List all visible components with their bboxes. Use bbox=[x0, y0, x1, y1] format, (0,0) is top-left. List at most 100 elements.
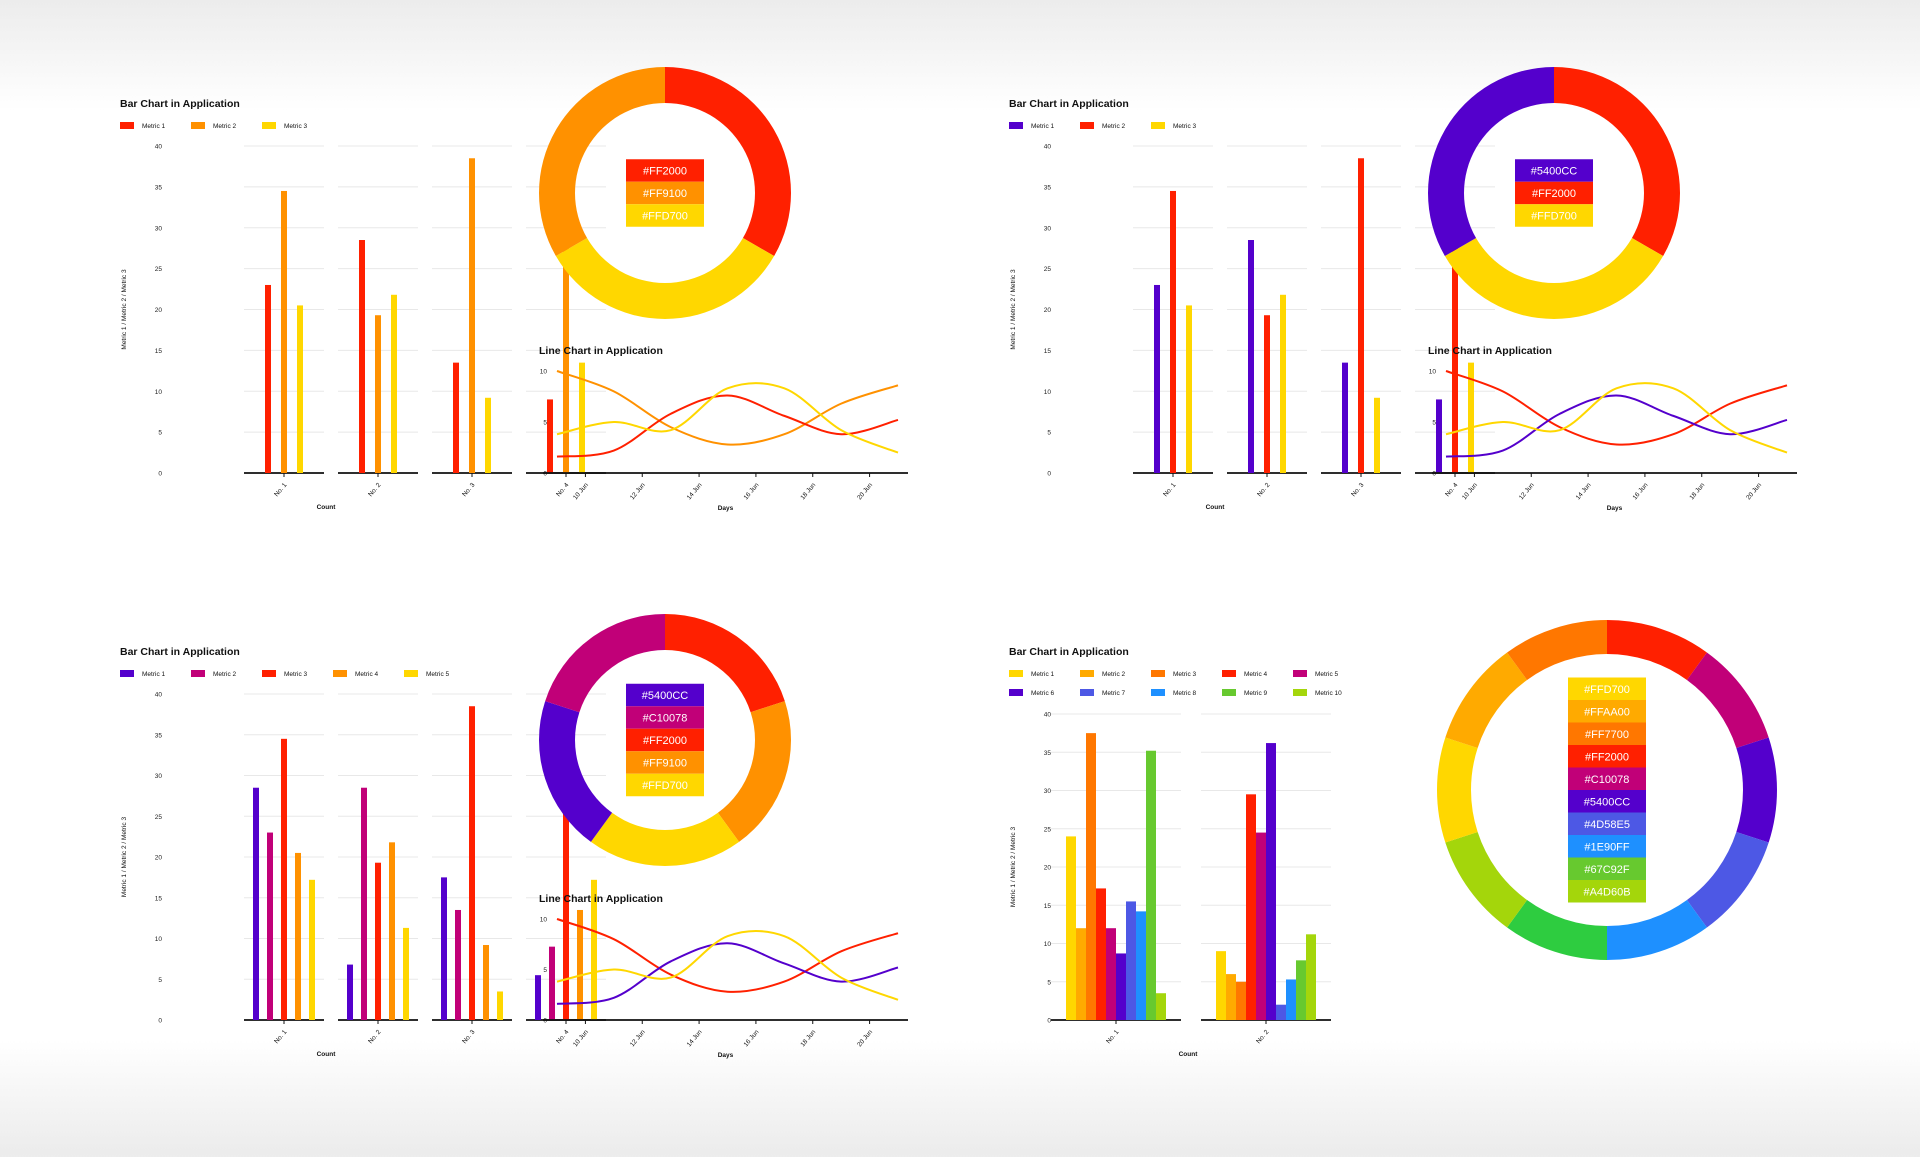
legend-color-swatch bbox=[1568, 677, 1646, 700]
x-tick-label: No. 1 bbox=[1162, 481, 1178, 498]
x-axis-label: Days bbox=[718, 505, 734, 512]
x-tick-label: No. 4 bbox=[555, 481, 571, 498]
bar bbox=[549, 946, 555, 1020]
bar bbox=[265, 284, 271, 473]
color-code-label: #5400CC bbox=[1531, 166, 1578, 178]
bar bbox=[1280, 294, 1286, 473]
bar bbox=[1136, 911, 1146, 1020]
x-tick-label: 12 Jun bbox=[629, 482, 647, 502]
color-code-label: #4D58E5 bbox=[1584, 819, 1630, 831]
y-tick-label: 5 bbox=[1047, 430, 1051, 437]
y-tick-label: 30 bbox=[1044, 788, 1052, 795]
y-tick-label: 5 bbox=[158, 977, 162, 984]
legend-label: Metric 4 bbox=[1244, 671, 1268, 678]
donut-slice bbox=[1554, 67, 1680, 256]
line-chart-title: Line Chart in Application bbox=[1428, 345, 1552, 357]
legend-label: Metric 10 bbox=[1315, 690, 1342, 697]
x-tick-label: No. 2 bbox=[1256, 481, 1272, 498]
legend-color-swatch bbox=[1515, 181, 1593, 205]
bar bbox=[1076, 928, 1086, 1020]
y-tick-label: 20 bbox=[1044, 865, 1052, 872]
color-code-label: #FF2000 bbox=[643, 166, 687, 178]
legend-label: Metric 3 bbox=[284, 123, 308, 130]
donut-slice bbox=[1607, 900, 1707, 960]
donut-slice bbox=[1444, 238, 1664, 319]
legend-swatch bbox=[1151, 689, 1165, 696]
line-series bbox=[556, 370, 899, 446]
x-tick-label: 10 Jun bbox=[572, 482, 590, 502]
bar bbox=[469, 158, 475, 473]
bar bbox=[281, 738, 287, 1020]
legend-color-swatch bbox=[1515, 204, 1593, 227]
legend-swatch bbox=[1151, 122, 1165, 129]
color-code-label: #FFD700 bbox=[1531, 211, 1577, 223]
legend-label: Metric 2 bbox=[213, 123, 237, 130]
y-tick-label: 5 bbox=[1432, 420, 1436, 427]
bar bbox=[1116, 953, 1126, 1020]
legend-color-swatch bbox=[1568, 745, 1646, 768]
bar bbox=[1156, 993, 1166, 1020]
legend-swatch bbox=[191, 122, 205, 129]
y-axis-label: Metric 1 / Metric 2 / Metric 3 bbox=[121, 269, 128, 350]
donut-slice bbox=[1607, 620, 1707, 680]
bar bbox=[1096, 888, 1106, 1020]
legend-label: Metric 1 bbox=[1031, 671, 1055, 678]
bar-chart-title: Bar Chart in Application bbox=[120, 646, 240, 658]
donut-slice bbox=[1507, 620, 1607, 680]
y-tick-label: 0 bbox=[158, 1018, 162, 1025]
legend-color-swatch bbox=[1568, 812, 1646, 835]
color-code-label: #1E90FF bbox=[1584, 841, 1630, 853]
color-code-label: #FF2000 bbox=[1532, 188, 1576, 200]
x-tick-label: 14 Jun bbox=[686, 482, 704, 502]
x-tick-label: 20 Jun bbox=[856, 482, 874, 502]
line-chart: Line Chart in Application 0 5 10 10 Jun 12 Ju… bbox=[539, 345, 908, 512]
legend-color-swatch bbox=[626, 751, 704, 774]
bar bbox=[297, 305, 303, 473]
legend-swatch bbox=[120, 670, 134, 677]
line-series bbox=[556, 929, 899, 1001]
legend-label: Metric 6 bbox=[1031, 690, 1055, 697]
y-tick-label: 0 bbox=[1432, 471, 1436, 478]
x-tick-label: 18 Jun bbox=[1688, 482, 1706, 502]
donut-chart: #5400CC #FF2000 #FFD700 bbox=[1428, 67, 1680, 319]
donut-slice bbox=[539, 67, 665, 256]
donut-slice bbox=[1686, 652, 1769, 748]
legend-label: Metric 3 bbox=[1173, 123, 1197, 130]
legend-label: Metric 1 bbox=[1031, 123, 1055, 130]
color-code-label: #5400CC bbox=[1584, 796, 1631, 808]
y-tick-label: 15 bbox=[155, 348, 163, 355]
bar bbox=[563, 787, 569, 1020]
color-code-label: #C10078 bbox=[643, 713, 688, 725]
bar bbox=[1248, 240, 1254, 473]
bar bbox=[1296, 960, 1306, 1020]
bar bbox=[1186, 305, 1192, 473]
color-code-label: #FF7700 bbox=[1585, 729, 1629, 741]
y-tick-label: 40 bbox=[155, 692, 163, 699]
legend-color-swatch bbox=[626, 773, 704, 797]
bar bbox=[253, 787, 259, 1020]
bar-chart: Bar Chart in Application Metric 1 Metric 2… bbox=[1009, 646, 1342, 1058]
donut-chart: #FF2000 #FF9100 #FFD700 bbox=[539, 67, 791, 319]
x-tick-label: No. 1 bbox=[273, 1028, 289, 1045]
legend-label: Metric 3 bbox=[1173, 671, 1197, 678]
legend-swatch bbox=[1222, 689, 1236, 696]
bar bbox=[1468, 362, 1474, 473]
legend-swatch bbox=[404, 670, 418, 677]
legend-swatch bbox=[1222, 670, 1236, 677]
bar bbox=[563, 240, 569, 473]
y-tick-label: 25 bbox=[155, 266, 163, 273]
color-code-label: #FF9100 bbox=[643, 188, 687, 200]
y-tick-label: 10 bbox=[155, 389, 163, 396]
x-tick-label: 20 Jun bbox=[1745, 482, 1763, 502]
legend-swatch bbox=[1009, 689, 1023, 696]
bar bbox=[469, 706, 475, 1020]
color-code-label: #FFD700 bbox=[642, 780, 688, 792]
bar bbox=[441, 877, 447, 1020]
x-tick-label: No. 4 bbox=[555, 1028, 571, 1045]
bar bbox=[295, 852, 301, 1020]
bar bbox=[1236, 981, 1246, 1020]
legend-swatch bbox=[262, 670, 276, 677]
legend-color-swatch bbox=[626, 683, 704, 707]
bar bbox=[391, 294, 397, 473]
bar-chart: Bar Chart in Application Metric 1 Metric 2… bbox=[120, 646, 606, 1058]
